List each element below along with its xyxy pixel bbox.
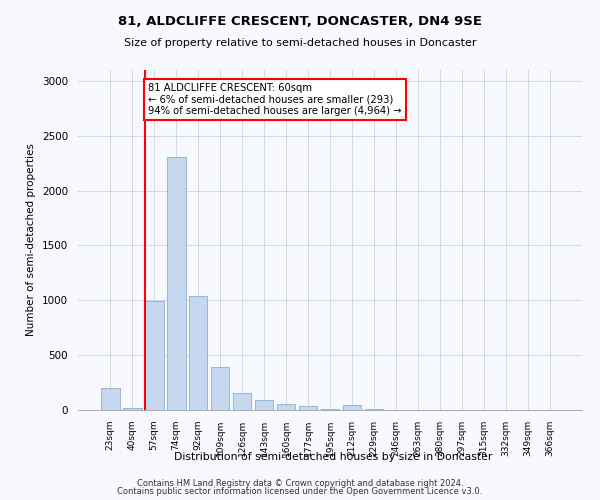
Bar: [145, 302, 164, 410]
Text: Distribution of semi-detached houses by size in Doncaster: Distribution of semi-detached houses by …: [174, 452, 492, 462]
Bar: [167, 156, 185, 410]
Bar: [189, 296, 208, 410]
Text: Contains public sector information licensed under the Open Government Licence v3: Contains public sector information licen…: [118, 487, 482, 496]
Bar: [233, 392, 251, 410]
Bar: [255, 400, 274, 410]
Y-axis label: Number of semi-detached properties: Number of semi-detached properties: [26, 144, 37, 336]
Text: 81 ALDCLIFFE CRESCENT: 60sqm
← 6% of semi-detached houses are smaller (293)
94% : 81 ALDCLIFFE CRESCENT: 60sqm ← 6% of sem…: [148, 83, 401, 116]
Bar: [101, 388, 119, 410]
Bar: [211, 366, 229, 410]
Text: Size of property relative to semi-detached houses in Doncaster: Size of property relative to semi-detach…: [124, 38, 476, 48]
Bar: [123, 408, 142, 410]
Bar: [343, 404, 361, 410]
Text: Contains HM Land Registry data © Crown copyright and database right 2024.: Contains HM Land Registry data © Crown c…: [137, 478, 463, 488]
Bar: [277, 404, 295, 410]
Bar: [320, 408, 340, 410]
Bar: [299, 406, 317, 410]
Text: 81, ALDCLIFFE CRESCENT, DONCASTER, DN4 9SE: 81, ALDCLIFFE CRESCENT, DONCASTER, DN4 9…: [118, 15, 482, 28]
